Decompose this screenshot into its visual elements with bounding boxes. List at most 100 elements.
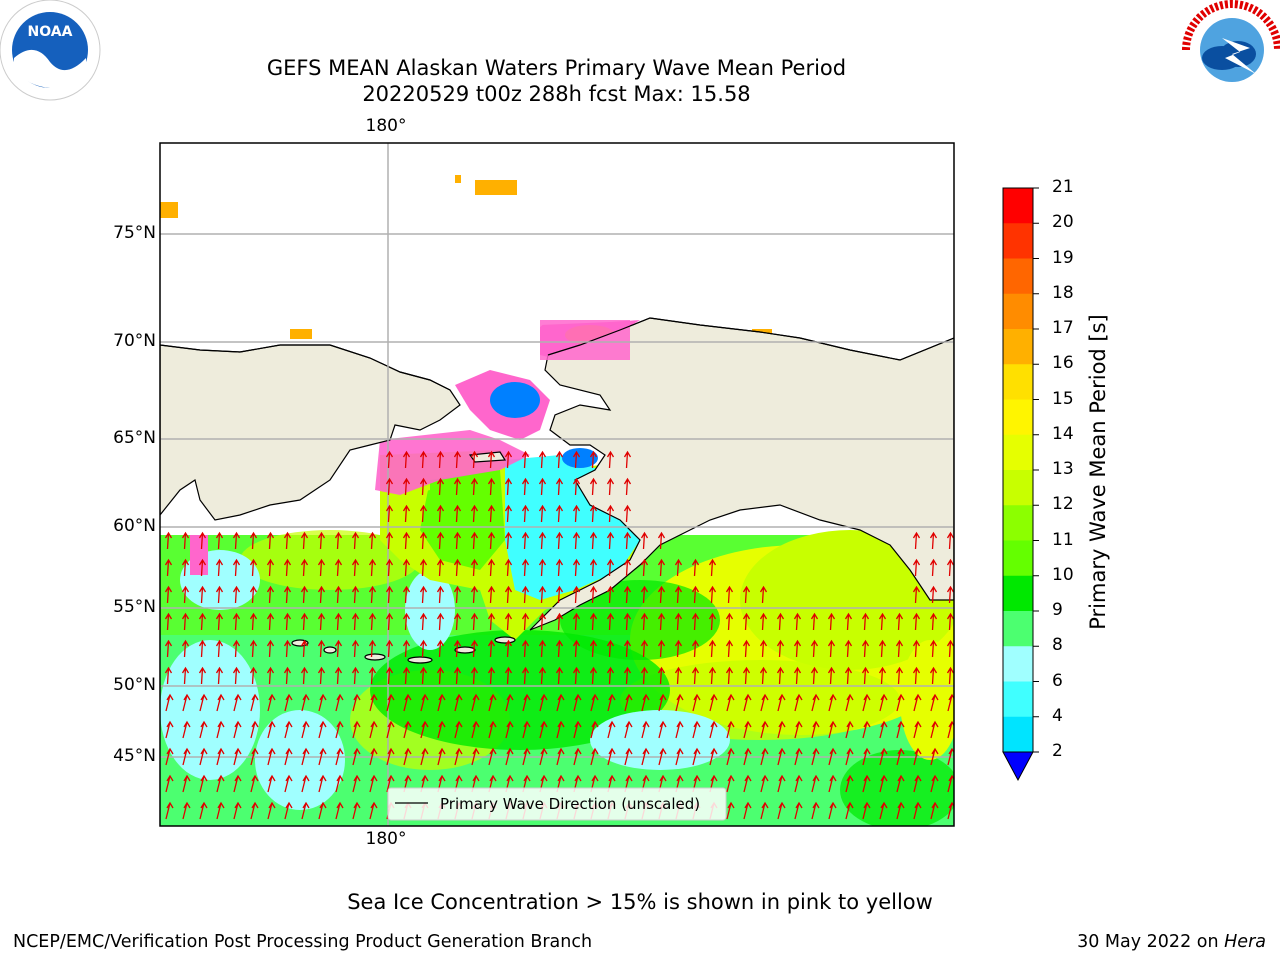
- wave-direction-arrow: [504, 612, 513, 631]
- wave-direction-arrow: [742, 666, 751, 685]
- wave-direction-arrow: [947, 693, 954, 712]
- wave-direction-arrow: [351, 558, 360, 577]
- wave-direction-arrow: [947, 801, 954, 820]
- wave-direction-arrow: [470, 504, 479, 523]
- wave-direction-arrow: [708, 558, 717, 577]
- wave-direction-arrow: [555, 558, 564, 577]
- colorbar-segment: [1003, 681, 1033, 718]
- wave-direction-arrow: [521, 612, 530, 631]
- wave-direction-arrow: [828, 693, 837, 712]
- wave-direction-arrow: [453, 666, 462, 685]
- run-date: 30 May 2022 on Hera: [1077, 932, 1266, 952]
- wave-direction-arrow: [640, 612, 649, 631]
- wave-direction-arrow: [250, 693, 259, 712]
- wave-direction-arrow: [930, 801, 939, 820]
- wave-direction-arrow: [369, 693, 378, 712]
- wave-direction-arrow: [929, 558, 938, 577]
- wave-direction-arrow: [589, 531, 598, 550]
- wave-direction-arrow: [521, 666, 530, 685]
- wave-direction-arrow: [589, 558, 598, 577]
- wave-direction-arrow: [743, 747, 752, 766]
- wave-direction-arrow: [470, 531, 479, 550]
- wave-direction-arrow: [284, 801, 293, 820]
- wave-direction-arrow: [386, 747, 395, 766]
- wave-direction-arrow: [317, 666, 326, 685]
- wave-direction-arrow: [709, 693, 718, 712]
- wave-direction-arrow: [334, 531, 343, 550]
- colorbar-label: Primary Wave Mean Period [s]: [1086, 314, 1110, 630]
- wave-direction-arrow: [759, 639, 768, 658]
- wave-direction-arrow: [844, 612, 853, 631]
- wave-direction-arrow: [233, 801, 242, 820]
- wave-direction-arrow: [198, 639, 207, 658]
- wave-direction-arrow: [827, 612, 836, 631]
- wave-direction-arrow: [182, 693, 191, 712]
- wave-direction-arrow: [266, 666, 275, 685]
- wave-direction-arrow: [794, 747, 803, 766]
- wave-direction-arrow: [692, 693, 701, 712]
- wave-direction-arrow: [572, 612, 581, 631]
- wave-direction-arrow: [181, 612, 190, 631]
- wave-direction-arrow: [419, 531, 428, 550]
- wave-direction-arrow: [896, 801, 905, 820]
- wave-direction-arrow: [267, 801, 276, 820]
- wave-direction-arrow: [709, 747, 718, 766]
- wave-direction-arrow: [793, 639, 802, 658]
- wave-direction-arrow: [794, 801, 803, 820]
- wave-direction-arrow: [862, 693, 871, 712]
- noaa-logo: NOAA: [0, 0, 101, 101]
- wave-direction-arrow: [470, 612, 479, 631]
- wave-direction-arrow: [572, 558, 581, 577]
- wave-direction-arrow: [623, 477, 632, 496]
- wave-direction-arrow: [352, 747, 361, 766]
- wave-direction-arrow: [555, 639, 564, 658]
- wave-direction-arrow: [708, 666, 717, 685]
- wave-direction-arrow: [249, 585, 258, 604]
- wave-direction-arrow: [402, 666, 411, 685]
- wave-direction-arrow: [250, 801, 259, 820]
- wave-direction-arrow: [521, 450, 530, 469]
- wave-direction-arrow: [181, 639, 190, 658]
- wave-direction-arrow: [419, 666, 428, 685]
- wave-direction-arrow: [726, 774, 735, 793]
- wave-direction-arrow: [283, 666, 292, 685]
- aleutian-islands: [291, 636, 516, 664]
- wave-direction-arrow: [726, 747, 735, 766]
- wave-direction-arrow: [930, 747, 939, 766]
- wave-direction-arrow: [538, 450, 547, 469]
- wave-direction-arrow: [879, 747, 888, 766]
- wave-direction-arrow: [896, 693, 905, 712]
- wave-direction-arrow: [640, 558, 649, 577]
- wave-direction-arrow: [317, 612, 326, 631]
- wave-direction-arrow: [726, 801, 735, 820]
- wave-direction-arrow: [623, 666, 632, 685]
- wave-direction-arrow: [182, 720, 191, 739]
- lon-label-top: 180°: [365, 116, 407, 136]
- lon-label-bottom: 180°: [365, 829, 407, 849]
- wave-direction-arrow: [794, 720, 803, 739]
- wave-direction-arrow: [216, 747, 225, 766]
- wave-direction-arrow: [521, 504, 530, 523]
- wave-direction-arrow: [521, 558, 530, 577]
- wave-direction-arrow: [284, 720, 293, 739]
- wave-direction-arrow: [828, 801, 837, 820]
- wave-direction-arrow: [233, 693, 242, 712]
- wave-direction-arrow: [385, 558, 394, 577]
- wave-direction-arrow: [471, 720, 480, 739]
- wave-direction-arrow: [266, 558, 275, 577]
- wave-direction-arrow: [181, 585, 190, 604]
- wave-direction-arrow: [249, 666, 258, 685]
- wave-direction-arrow: [436, 612, 445, 631]
- wave-direction-arrow: [403, 720, 412, 739]
- wave-direction-arrow: [657, 585, 666, 604]
- wave-direction-arrow: [351, 531, 360, 550]
- wave-direction-arrow: [198, 666, 207, 685]
- wave-direction-arrow: [538, 585, 547, 604]
- wave-direction-arrow: [301, 747, 310, 766]
- wave-direction-arrow: [487, 585, 496, 604]
- wave-direction-arrow: [164, 612, 173, 631]
- wave-direction-arrow: [504, 477, 513, 496]
- wave-direction-arrow: [266, 585, 275, 604]
- wave-direction-arrow: [641, 720, 650, 739]
